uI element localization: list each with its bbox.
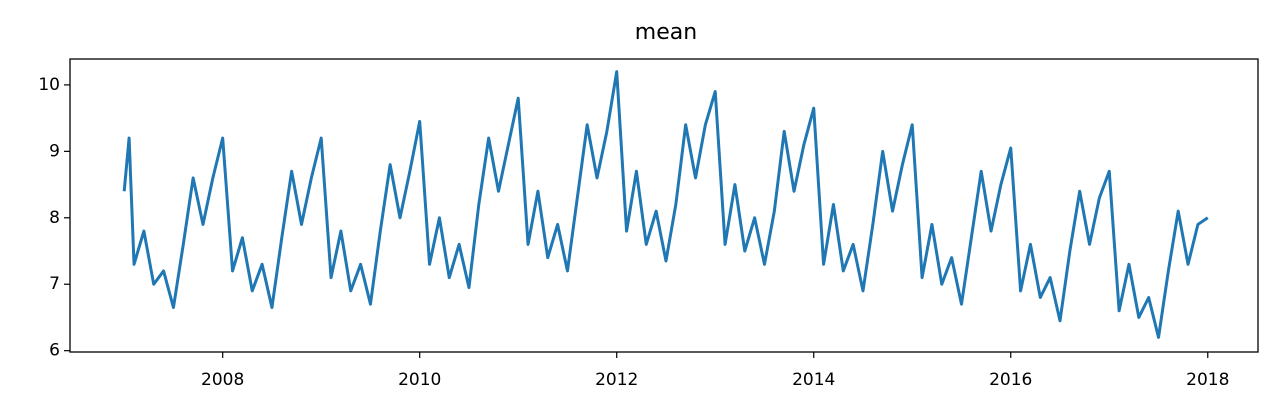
y-tick-label: 10	[38, 75, 60, 95]
y-tick-label: 6	[49, 341, 60, 361]
chart-title: mean	[635, 20, 697, 45]
plot-area	[122, 70, 1209, 339]
x-tick-label: 2014	[792, 370, 835, 390]
data-line	[122, 70, 1209, 339]
x-tick-label: 2012	[595, 370, 638, 390]
x-tick-label: 2010	[398, 370, 441, 390]
axes-frame	[69, 58, 1259, 353]
x-tick-label: 2018	[1186, 370, 1229, 390]
y-tick-label: 9	[49, 141, 60, 161]
x-tick-label: 2016	[989, 370, 1032, 390]
y-tick-label: 8	[49, 208, 60, 228]
y-tick-label: 7	[49, 274, 60, 294]
x-tick-label: 2008	[201, 370, 244, 390]
